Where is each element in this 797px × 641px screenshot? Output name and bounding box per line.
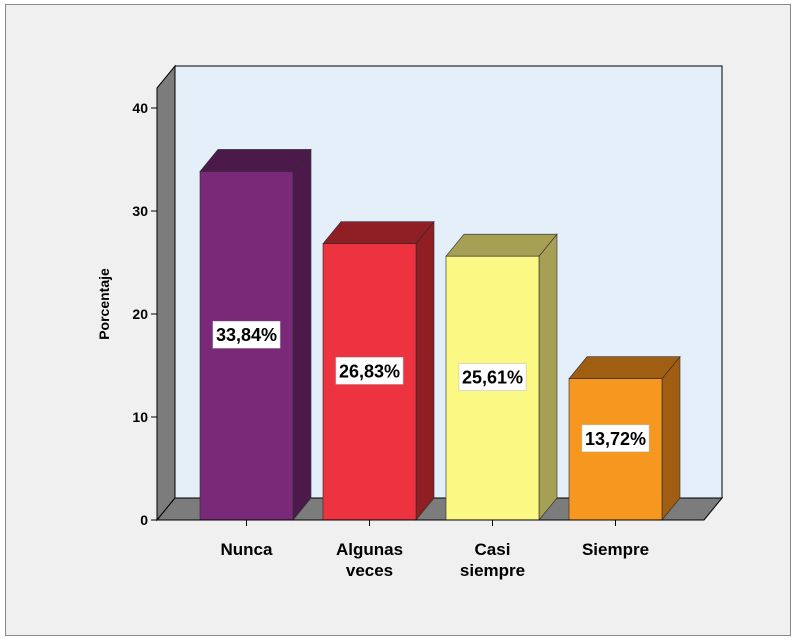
x-tick-label: Casi xyxy=(475,540,511,559)
bar-top xyxy=(322,221,435,244)
bar-top xyxy=(568,356,681,379)
y-tick-label: 30 xyxy=(132,203,148,219)
plot-side-wall xyxy=(156,64,176,522)
bar-side xyxy=(538,233,558,521)
x-tick-label: Siempre xyxy=(582,540,649,559)
data-label: 33,84% xyxy=(216,325,277,345)
bar-casi-siempre: 25,61% xyxy=(445,233,558,521)
bar-side xyxy=(661,355,681,521)
bar-side xyxy=(415,220,435,521)
bar-algunas-veces: 26,83% xyxy=(322,220,435,521)
bar-top xyxy=(445,233,558,257)
y-tick-label: 10 xyxy=(132,409,148,425)
data-label-box xyxy=(212,320,281,349)
bars: 33,84% 26,83% 25,61% 13,72% xyxy=(199,148,681,521)
bar-top xyxy=(199,149,312,172)
data-label: 25,61% xyxy=(462,368,523,388)
y-axis-title: Porcentaje xyxy=(96,268,112,340)
bar-nunca: 33,84% xyxy=(199,148,312,521)
bar-side xyxy=(292,148,312,521)
data-label: 13,72% xyxy=(585,429,646,449)
y-tick-label: 20 xyxy=(132,306,148,322)
x-tick-label: siempre xyxy=(460,561,525,580)
x-tick-label: Nunca xyxy=(221,540,274,559)
data-label-box xyxy=(335,357,404,385)
data-label-box xyxy=(458,363,527,391)
x-tick-label: Algunas xyxy=(336,540,403,559)
x-tick-label: veces xyxy=(346,561,393,580)
x-axis: Nunca Algunas veces Casi siempre Siempre xyxy=(157,519,704,580)
y-axis: 0 10 20 30 40 xyxy=(132,88,158,528)
y-tick-label: 0 xyxy=(140,512,148,528)
y-tick-label: 40 xyxy=(132,100,148,116)
bar-siempre: 13,72% xyxy=(568,355,681,521)
data-label: 26,83% xyxy=(339,361,400,381)
data-label-box xyxy=(581,424,650,453)
